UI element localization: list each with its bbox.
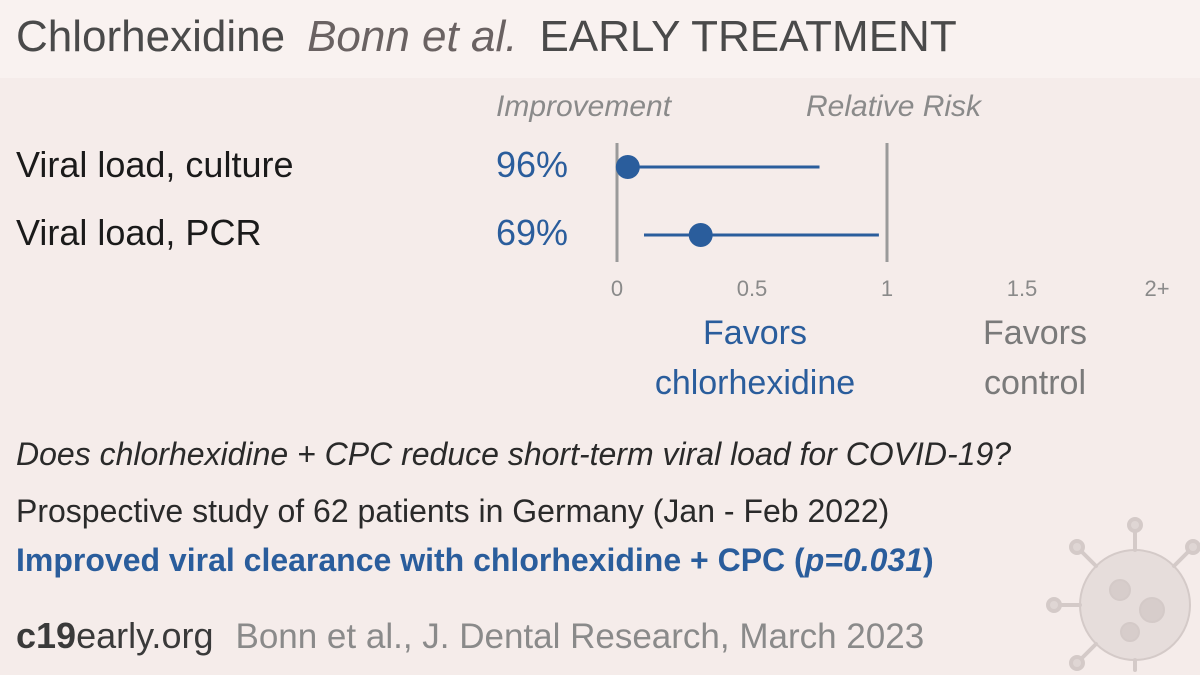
row-label-pcr: Viral load, PCR (16, 212, 262, 253)
result-close: ) (923, 542, 934, 578)
x-tick-label: 2+ (1144, 276, 1169, 301)
x-tick-label: 1.5 (1007, 276, 1038, 301)
study-question: Does chlorhexidine + CPC reduce short-te… (16, 436, 1012, 472)
header-bar: Chlorhexidine Bonn et al. EARLY TREATMENT (0, 0, 1200, 78)
point-estimate (688, 223, 713, 247)
virus-icon (1046, 517, 1200, 672)
improvement-column-header: Improvement (496, 90, 672, 123)
x-tick-label: 1 (881, 276, 893, 301)
title-drug: Chlorhexidine (16, 12, 286, 61)
x-tick-label: 0 (611, 276, 623, 301)
result-p-value: p=0.031 (804, 542, 924, 578)
favors-control-label: Favors control (960, 308, 1110, 408)
title-stage: EARLY TREATMENT (539, 12, 957, 61)
title-author: Bonn et al. (307, 12, 518, 61)
footer: c19early.org Bonn et al., J. Dental Resea… (16, 615, 924, 657)
relative-risk-column-header: Relative Risk (806, 90, 982, 123)
forest-plot: 0 0.5 1 1.5 2+ (611, 143, 1170, 301)
site-rest: early.org (76, 615, 214, 656)
citation: Bonn et al., J. Dental Research, March 2… (235, 617, 925, 656)
row-improvement-culture: 96% (496, 144, 569, 185)
study-result: Improved viral clearance with chlorhexid… (16, 542, 934, 579)
favors-right-line1: Favors (983, 314, 1087, 352)
row-label-culture: Viral load, culture (16, 144, 294, 185)
study-description: Prospective study of 62 patients in Germ… (16, 493, 890, 529)
row-improvement-pcr: 69% (496, 212, 569, 253)
point-estimate (615, 155, 640, 179)
favors-left-line2: chlorhexidine (654, 364, 856, 402)
favors-treatment-label: Favors chlorhexidine (640, 308, 870, 408)
x-tick-label: 0.5 (737, 276, 768, 301)
site-bold: c19 (16, 615, 77, 656)
favors-left-line1: Favors (703, 314, 807, 352)
favors-right-line2: control (983, 364, 1087, 402)
site-link[interactable]: c19early.org (16, 615, 213, 656)
page-title: Chlorhexidine Bonn et al. EARLY TREATMENT (16, 12, 957, 62)
result-text: Improved viral clearance with chlorhexid… (16, 542, 805, 578)
